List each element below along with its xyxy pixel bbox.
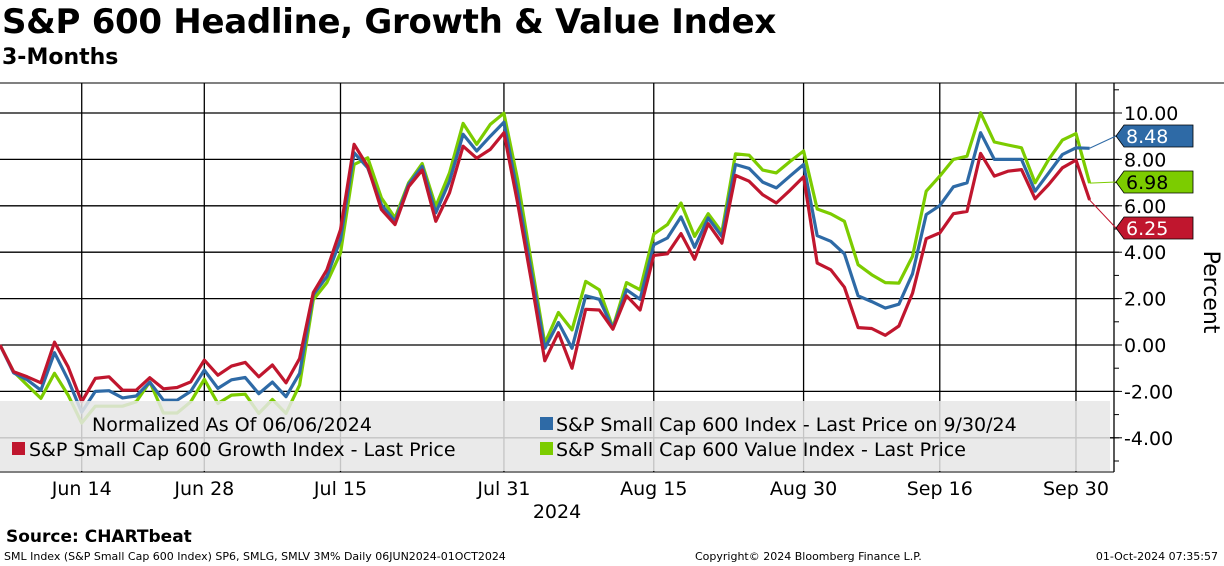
- last-value-leader: [1089, 199, 1117, 229]
- y-tick-label: 0.00: [1124, 335, 1166, 357]
- tag-shape: [1115, 124, 1194, 148]
- legend: Normalized As Of 06/06/2024 S&P Small Ca…: [0, 401, 1110, 471]
- tag-value: 6.25: [1126, 218, 1168, 240]
- x-axis-year-label: 2024: [533, 501, 581, 523]
- legend-swatch-headline: [540, 417, 553, 430]
- x-tick-label: Aug 30: [770, 478, 837, 500]
- series-line-growth: [0, 131, 1092, 404]
- x-tick-label: Aug 15: [620, 478, 687, 500]
- footer-timestamp: 01-Oct-2024 07:35:57: [1095, 550, 1218, 563]
- chart-subtitle: 3-Months: [2, 45, 119, 70]
- x-tick-label: Jun 28: [173, 478, 234, 500]
- x-tick-label: Sep 30: [1043, 478, 1109, 500]
- chart-title: S&P 600 Headline, Growth & Value Index: [2, 2, 776, 42]
- source-note: Source: CHARTbeat: [6, 527, 192, 547]
- legend-note: Normalized As Of 06/06/2024: [92, 414, 372, 436]
- last-value-tag-value: 6.98: [1115, 170, 1194, 194]
- legend-label-growth: S&P Small Cap 600 Growth Index - Last Pr…: [29, 439, 456, 461]
- legend-label-headline: S&P Small Cap 600 Index - Last Price on …: [556, 414, 1017, 436]
- legend-background: [0, 401, 1110, 471]
- y-tick-label: -2.00: [1124, 381, 1173, 403]
- footer-series-info: SML Index (S&P Small Cap 600 Index) SP6,…: [4, 550, 506, 563]
- last-value-leader: [1089, 181, 1117, 184]
- y-tick-label: 2.00: [1124, 289, 1166, 311]
- x-tick-label: Jul 31: [476, 478, 530, 500]
- x-tick-label: Jul 15: [313, 478, 367, 500]
- tag-value: 8.48: [1126, 126, 1168, 148]
- y-tick-label: -4.00: [1124, 428, 1173, 450]
- y-tick-label: 4.00: [1124, 242, 1166, 264]
- last-value-tag-headline: 8.48: [1115, 124, 1194, 148]
- legend-swatch-growth: [12, 442, 25, 455]
- legend-swatch-value: [540, 442, 553, 455]
- y-tick-label: 6.00: [1124, 196, 1166, 218]
- last-value-leader: [1089, 135, 1117, 149]
- last-value-tag-growth: 6.25: [1115, 216, 1194, 240]
- tag-value: 6.98: [1126, 172, 1168, 194]
- y-tick-label: 10.00: [1124, 103, 1178, 125]
- footer-copyright: Copyright© 2024 Bloomberg Finance L.P.: [695, 550, 922, 563]
- legend-label-value: S&P Small Cap 600 Value Index - Last Pri…: [556, 439, 966, 461]
- x-tick-label: Sep 16: [907, 478, 973, 500]
- y-axis-label: Percent: [1198, 251, 1223, 334]
- series-line-headline: [0, 120, 1090, 414]
- tag-shape: [1115, 170, 1194, 194]
- y-tick-label: 8.00: [1124, 149, 1166, 171]
- tag-shape: [1115, 216, 1194, 240]
- x-tick-label: Jun 14: [51, 478, 112, 500]
